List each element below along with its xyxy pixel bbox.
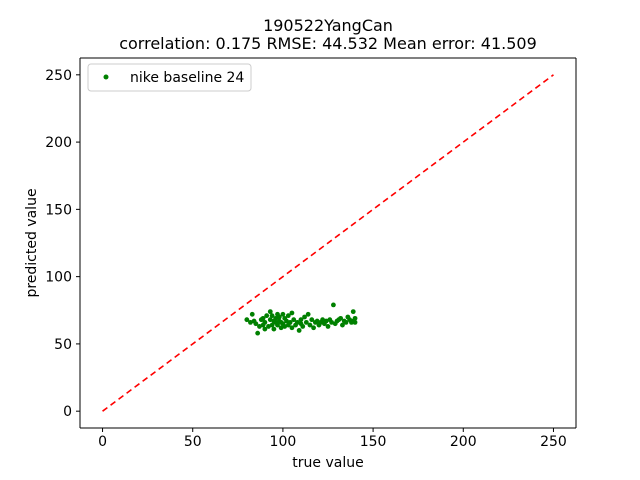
data-point: [282, 324, 288, 329]
legend-box: [87, 63, 252, 92]
y-tick-label: 150: [45, 202, 72, 218]
x-tick-label: 100: [270, 434, 297, 450]
data-point: [350, 309, 356, 315]
data-point: [296, 328, 302, 333]
data-point: [303, 319, 309, 325]
data-point: [340, 322, 345, 328]
x-axis-label: true value: [292, 455, 363, 471]
data-point: [352, 315, 358, 321]
data-point: [305, 311, 311, 317]
data-point: [289, 310, 295, 316]
y-tick-label: 50: [54, 337, 72, 353]
reference-line: [102, 74, 554, 412]
y-axis-label: predicted value: [24, 188, 40, 297]
data-point: [323, 318, 329, 324]
data-point: [269, 322, 275, 328]
data-point: [289, 325, 295, 331]
data-point: [248, 319, 253, 325]
x-tick-label: 150: [360, 434, 387, 450]
data-point: [273, 315, 279, 321]
y-tick-label: 200: [45, 135, 72, 151]
data-point: [325, 324, 331, 329]
data-point: [271, 326, 277, 332]
x-tick-label: 250: [540, 434, 567, 450]
data-point: [276, 314, 282, 320]
scatter-points: [244, 302, 358, 336]
reference-line-layer: [102, 74, 554, 412]
data-point: [343, 319, 349, 325]
x-tick-label: 0: [98, 434, 107, 450]
data-point: [287, 319, 293, 325]
data-point: [298, 317, 304, 323]
data-point: [291, 317, 297, 323]
legend-marker: [103, 74, 109, 80]
data-point: [307, 322, 313, 328]
data-point: [267, 317, 273, 323]
data-point: [244, 317, 250, 323]
x-tick-label: 200: [450, 434, 477, 450]
data-point: [309, 317, 315, 323]
data-point: [267, 309, 273, 315]
data-point: [253, 321, 259, 327]
data-point: [329, 319, 335, 325]
data-point: [269, 313, 275, 319]
data-point: [300, 324, 306, 329]
data-point: [257, 324, 262, 329]
data-point: [280, 311, 286, 317]
data-point: [260, 315, 266, 321]
data-point: [338, 315, 344, 321]
data-point: [331, 302, 336, 308]
data-point: [302, 314, 307, 320]
data-point: [294, 319, 300, 325]
data-point: [284, 318, 289, 324]
data-point: [352, 319, 358, 325]
x-tick-label: 50: [184, 434, 202, 450]
x-axis-ticks: 0 50 100 150 200 250: [98, 428, 567, 450]
data-point: [262, 326, 268, 332]
data-point: [255, 330, 261, 336]
y-tick-label: 0: [63, 404, 72, 420]
data-point: [264, 313, 270, 319]
data-point: [314, 318, 320, 324]
data-point: [249, 311, 255, 317]
y-tick-label: 100: [45, 270, 72, 286]
y-tick-label: 250: [45, 68, 72, 84]
data-point: [278, 325, 284, 331]
data-point: [262, 319, 268, 325]
data-point: [320, 317, 325, 323]
data-point: [311, 325, 316, 331]
legend: nike baseline 24: [87, 63, 252, 92]
chart-title: 190522YangCan: [263, 16, 393, 35]
axes-frame: [79, 57, 577, 429]
chart-subtitle: correlation: 0.175 RMSE: 44.532 Mean err…: [119, 34, 537, 53]
data-point: [266, 324, 271, 329]
y-axis-ticks: 0 50 100 150 200 250: [45, 68, 80, 420]
legend-label: nike baseline 24: [130, 70, 244, 86]
data-point: [285, 313, 291, 319]
data-point: [275, 322, 280, 328]
